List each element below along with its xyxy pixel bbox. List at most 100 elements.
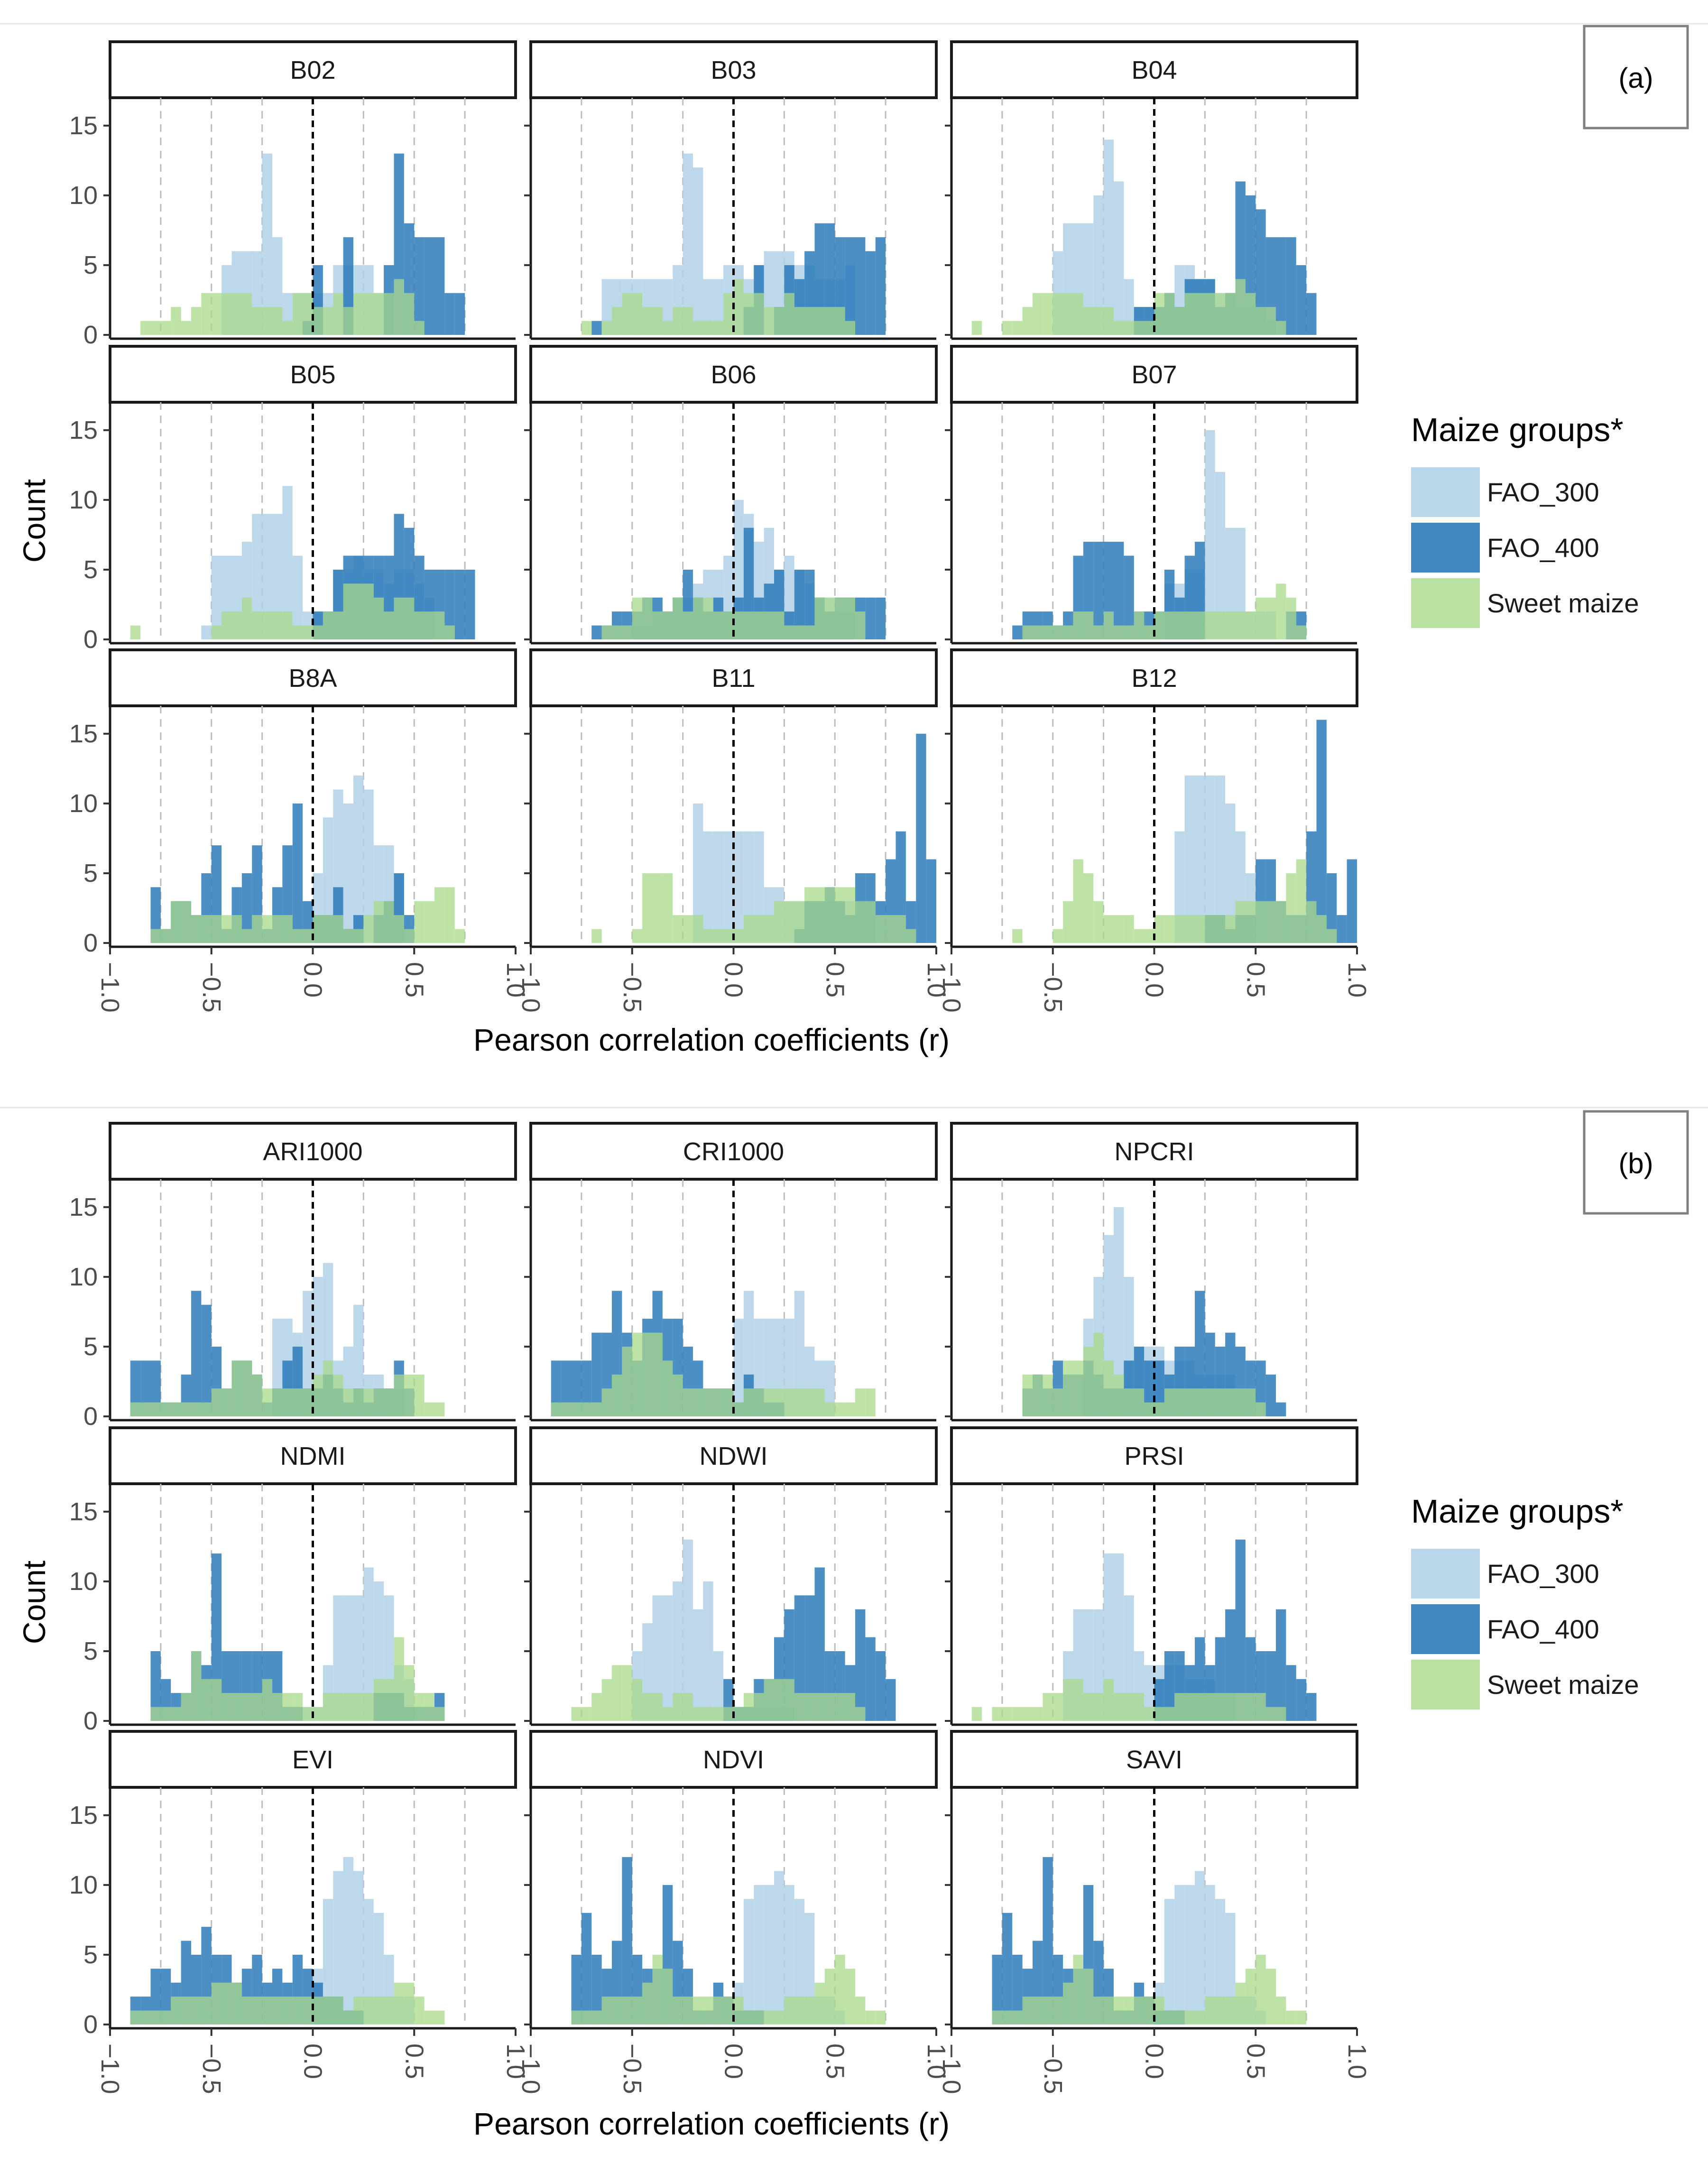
bar-sweet-maize <box>1296 859 1307 943</box>
panel-tag-a: (a) <box>1618 62 1653 94</box>
bar-sweet-maize <box>1073 859 1083 943</box>
bar-sweet-maize <box>171 307 181 335</box>
legend-key-fao_300 <box>1411 1549 1480 1599</box>
bar-sweet-maize <box>150 929 161 943</box>
bar-sweet-maize <box>642 1332 653 1416</box>
bar-sweet-maize <box>703 929 713 943</box>
bar-fao_400 <box>1306 1693 1317 1721</box>
bar-sweet-maize <box>814 887 825 943</box>
bar-sweet-maize <box>1012 2010 1023 2024</box>
bar-sweet-maize <box>262 1997 272 2024</box>
bar-sweet-maize <box>292 293 303 335</box>
bar-sweet-maize <box>855 1997 866 2024</box>
bar-sweet-maize <box>754 1693 764 1721</box>
bar-sweet-maize <box>333 611 343 639</box>
bar-sweet-maize <box>414 611 425 639</box>
bar-sweet-maize <box>1134 611 1145 639</box>
legend: Maize groups* FAO_300 FAO_400 Sweet maize <box>1411 411 1639 628</box>
bar-sweet-maize <box>855 901 866 943</box>
bar-sweet-maize <box>1052 1388 1063 1416</box>
bar-sweet-maize <box>1022 1997 1033 2024</box>
bar-fao_300 <box>363 789 374 943</box>
bar-sweet-maize <box>835 1402 845 1416</box>
bar-sweet-maize <box>160 1707 171 1721</box>
bar-sweet-maize <box>622 1346 632 1416</box>
bar-fao_400 <box>992 1954 1002 2024</box>
facet-title: B04 <box>1131 56 1177 84</box>
bar-fao_400 <box>191 1291 202 1416</box>
bar-sweet-maize <box>673 307 683 335</box>
bar-fao_300 <box>262 153 272 335</box>
chart-group-b: ARI1000 0 5 10 15 CRI1000 NPCRI NDMI 0 5 10 15 NDWI P… <box>17 1122 1639 2141</box>
bar-sweet-maize <box>1083 307 1094 335</box>
bar-sweet-maize <box>303 625 313 639</box>
bar-sweet-maize <box>424 1693 434 1721</box>
bar-sweet-maize <box>733 279 744 335</box>
bar-sweet-maize <box>1235 901 1246 943</box>
bar-sweet-maize <box>252 611 262 639</box>
bar-fao_400 <box>150 1651 161 1721</box>
x-tick-label: 0.5 <box>1241 2043 1270 2079</box>
bar-fao_300 <box>363 1567 374 1721</box>
bar-sweet-maize <box>1154 611 1164 639</box>
bar-fao_400 <box>454 569 465 639</box>
bar-fao_400 <box>1296 1679 1307 1721</box>
bar-fao_300 <box>1103 139 1114 335</box>
bar-sweet-maize <box>1235 611 1246 639</box>
bar-sweet-maize <box>591 1693 602 1721</box>
bar-sweet-maize <box>1205 293 1215 335</box>
bar-fao_300 <box>211 555 222 639</box>
bar-sweet-maize <box>292 625 303 639</box>
bar-sweet-maize <box>1256 901 1266 943</box>
x-tick-label: 0.5 <box>400 2043 428 2079</box>
bar-sweet-maize <box>743 2010 754 2024</box>
facet-strip <box>950 648 1358 707</box>
bar-sweet-maize <box>1052 1997 1063 2024</box>
bar-sweet-maize <box>1154 915 1164 943</box>
bar-fao_300 <box>794 1291 805 1416</box>
bar-sweet-maize <box>784 1679 794 1721</box>
bar-sweet-maize <box>1043 293 1053 335</box>
bar-sweet-maize <box>1134 929 1145 943</box>
bar-sweet-maize <box>662 1360 673 1416</box>
facet-b02: B02 0 5 10 15 <box>69 40 517 349</box>
y-tick-label: 10 <box>69 789 98 818</box>
bar-fao_400 <box>865 1637 876 1721</box>
y-tick-label: 0 <box>83 2010 98 2039</box>
bar-fao_300 <box>1215 776 1226 943</box>
bar-sweet-maize <box>1114 915 1124 943</box>
bar-sweet-maize <box>1225 293 1236 335</box>
bar-sweet-maize <box>1174 307 1185 335</box>
facet-strip <box>950 1122 1358 1181</box>
bar-fao_300 <box>713 1651 724 1721</box>
bar-sweet-maize <box>363 1388 374 1416</box>
bar-fao_400 <box>1093 542 1104 639</box>
bar-sweet-maize <box>835 597 845 639</box>
bar-sweet-maize <box>622 1997 632 2024</box>
bar-sweet-maize <box>282 611 293 639</box>
bar-sweet-maize <box>1205 1997 1215 2024</box>
bar-sweet-maize <box>845 1969 855 2024</box>
bar-sweet-maize <box>652 307 663 335</box>
bar-sweet-maize <box>1205 915 1215 943</box>
bar-fao_400 <box>1276 1609 1286 1721</box>
bar-sweet-maize <box>764 1679 774 1721</box>
bar-sweet-maize <box>804 1693 815 1721</box>
bar-sweet-maize <box>424 611 434 639</box>
bar-sweet-maize <box>642 1982 653 2024</box>
bar-fao_300 <box>252 514 262 639</box>
bar-sweet-maize <box>693 915 703 943</box>
bar-fao_400 <box>424 237 434 335</box>
legend-title: Maize groups* <box>1411 411 1623 448</box>
bar-sweet-maize <box>1033 625 1043 639</box>
bar-sweet-maize <box>591 2010 602 2024</box>
bar-fao_400 <box>1316 720 1327 943</box>
bar-sweet-maize <box>272 1693 283 1721</box>
bar-sweet-maize <box>662 1707 673 1721</box>
bar-fao_300 <box>754 1885 764 2024</box>
bar-sweet-maize <box>1033 1374 1043 1416</box>
bar-fao_400 <box>794 569 805 639</box>
bar-sweet-maize <box>814 307 825 335</box>
bar-sweet-maize <box>642 597 653 639</box>
facet-title: B11 <box>711 664 755 693</box>
